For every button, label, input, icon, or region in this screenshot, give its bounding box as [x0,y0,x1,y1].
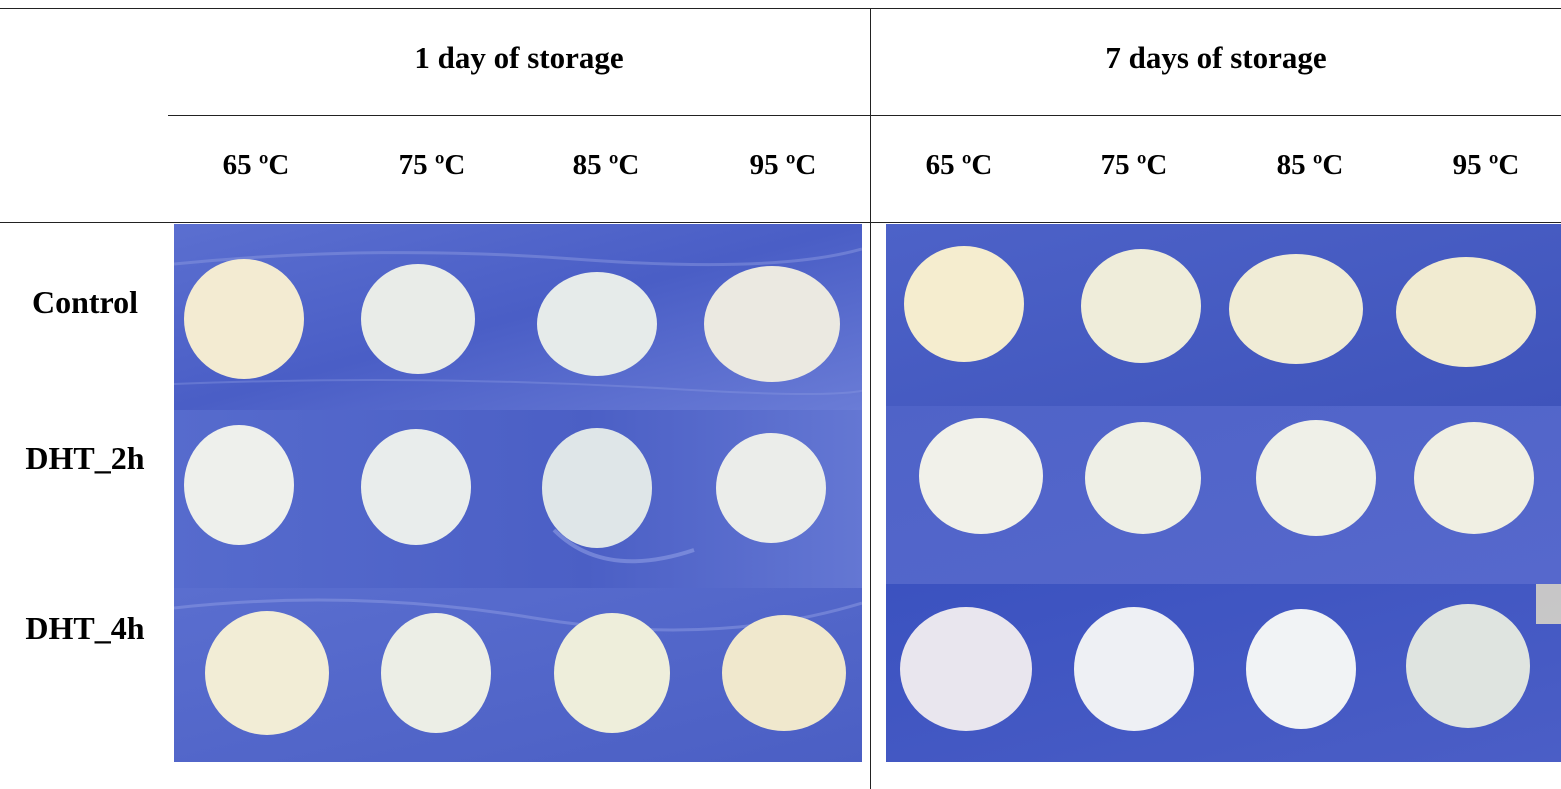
gel-sample [1256,420,1376,536]
gel-sample [361,429,471,545]
photo-dht4h-day1 [174,588,862,762]
row-label-dht-2h: DHT_2h [25,440,145,476]
photo-dht2h-day7 [886,406,1561,584]
gel-sample [722,615,846,731]
temp-day1-65: 65 ºC [222,149,290,181]
top-rule [0,8,1561,9]
group-underline [168,115,1561,116]
temp-day7-95: 95 ºC [1452,149,1520,181]
gel-sample [900,607,1032,731]
header-day-7: 7 days of storage [1105,40,1327,75]
gel-sample [704,266,840,382]
temp-day1-85: 85 ºC [572,149,640,181]
gel-sample [554,613,670,733]
gel-sample [1246,609,1356,729]
temp-day7-75: 75 ºC [1100,149,1168,181]
photo-control-day7 [886,224,1561,406]
temp-day7-85: 85 ºC [1276,149,1344,181]
gel-sample [716,433,826,543]
row-label-control: Control [31,284,139,320]
temp-day1-95: 95 ºC [749,149,817,181]
gel-sample [205,611,329,735]
photo-dht4h-day7 [886,584,1561,762]
photo-control-day1 [174,224,862,410]
gel-sample [1414,422,1534,534]
row-label-dht-4h: DHT_4h [25,610,145,646]
temp-day1-75: 75 ºC [398,149,466,181]
gel-sample [904,246,1024,362]
gel-sample [1229,254,1363,364]
gel-sample [381,613,491,733]
gel-sample [537,272,657,376]
center-divider [870,8,871,789]
gel-sample [919,418,1043,534]
gel-sample [1396,257,1536,367]
gel-sample [1074,607,1194,731]
gel-sample [361,264,475,374]
header-bottom-rule [0,222,1561,223]
temp-day7-65: 65 ºC [925,149,993,181]
photo-dht2h-day1 [174,410,862,588]
gel-sample [1406,604,1530,728]
gel-sample [1081,249,1201,363]
gel-sample [542,428,652,548]
gel-sample [184,259,304,379]
gel-sample [1085,422,1201,534]
gel-sample [184,425,294,545]
header-day-1: 1 day of storage [414,40,624,75]
